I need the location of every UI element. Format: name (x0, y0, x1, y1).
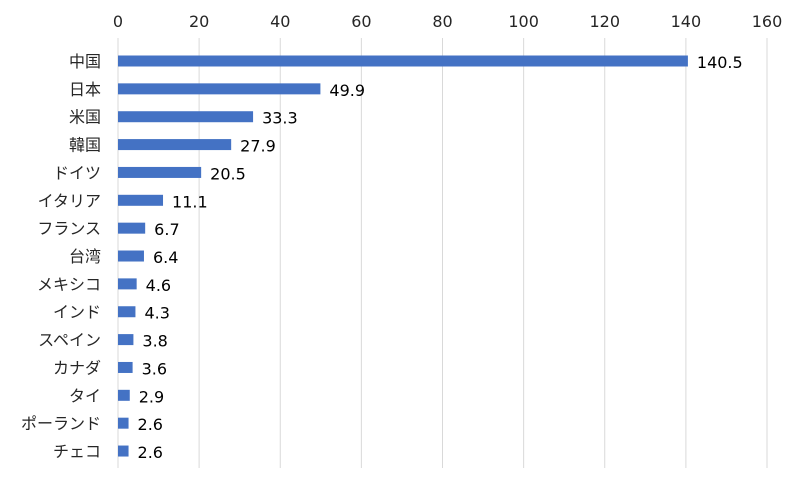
bar (118, 111, 254, 123)
x-tick-label: 100 (508, 12, 539, 31)
category-labels: 中国日本米国韓国ドイツイタリアフランス台湾メキシコインドスペインカナダタイポーラ… (21, 52, 101, 461)
data-label: 4.6 (146, 276, 171, 295)
data-label: 2.6 (138, 443, 163, 462)
data-label: 3.8 (142, 332, 167, 351)
data-label: 33.3 (262, 109, 298, 128)
bar (118, 389, 130, 401)
bar (118, 250, 144, 262)
x-axis-ticks: 0 20 40 60 80 100 120 140 160 (113, 12, 782, 31)
category-label: 台湾 (69, 247, 101, 266)
bar (118, 222, 146, 234)
category-label: イタリア (38, 191, 101, 210)
bar (118, 417, 129, 429)
bar (118, 278, 137, 290)
category-label: スペイン (38, 331, 101, 350)
category-label: ドイツ (53, 163, 101, 182)
category-label: タイ (69, 386, 101, 405)
category-label: カナダ (53, 358, 101, 377)
x-tick-label: 140 (671, 12, 702, 31)
category-label: 米国 (69, 108, 101, 127)
x-tick-label: 40 (270, 12, 290, 31)
data-label: 140.5 (697, 53, 743, 72)
gridlines (117, 38, 768, 468)
bar (118, 334, 134, 346)
category-label: 中国 (69, 52, 101, 71)
category-label: インド (53, 303, 101, 322)
data-label: 4.3 (144, 304, 169, 323)
bar (118, 306, 136, 318)
x-tick-label: 60 (351, 12, 371, 31)
category-label: チェコ (53, 442, 101, 461)
data-label: 6.4 (153, 248, 178, 267)
category-label: メキシコ (37, 275, 101, 294)
data-label: 2.9 (139, 387, 164, 406)
category-label: 日本 (69, 80, 101, 99)
data-label: 2.6 (138, 415, 163, 434)
data-labels: 140.5 49.9 33.3 27.9 20.511.1 6.7 6.4 4.6 4.3 3.8… (138, 53, 743, 462)
x-tick-label: 160 (752, 12, 783, 31)
bar (118, 139, 232, 151)
category-label: 韓国 (69, 136, 101, 155)
data-label: 11.1 (172, 192, 208, 211)
bar (118, 166, 202, 178)
x-tick-label: 80 (432, 12, 452, 31)
category-label: フランス (37, 219, 101, 238)
data-label: 6.7 (154, 220, 179, 239)
x-tick-label: 20 (189, 12, 209, 31)
data-label: 3.6 (142, 359, 167, 378)
x-tick-label: 120 (589, 12, 620, 31)
bar (118, 55, 688, 67)
bars (118, 55, 688, 457)
bar (118, 445, 129, 457)
data-label: 49.9 (329, 81, 365, 100)
data-label: 20.5 (210, 164, 246, 183)
x-tick-label: 0 (113, 12, 123, 31)
bar (118, 361, 133, 373)
bar (118, 194, 164, 206)
data-label: 27.9 (240, 137, 276, 156)
bar (118, 83, 321, 95)
category-label: ポーランド (21, 414, 101, 433)
